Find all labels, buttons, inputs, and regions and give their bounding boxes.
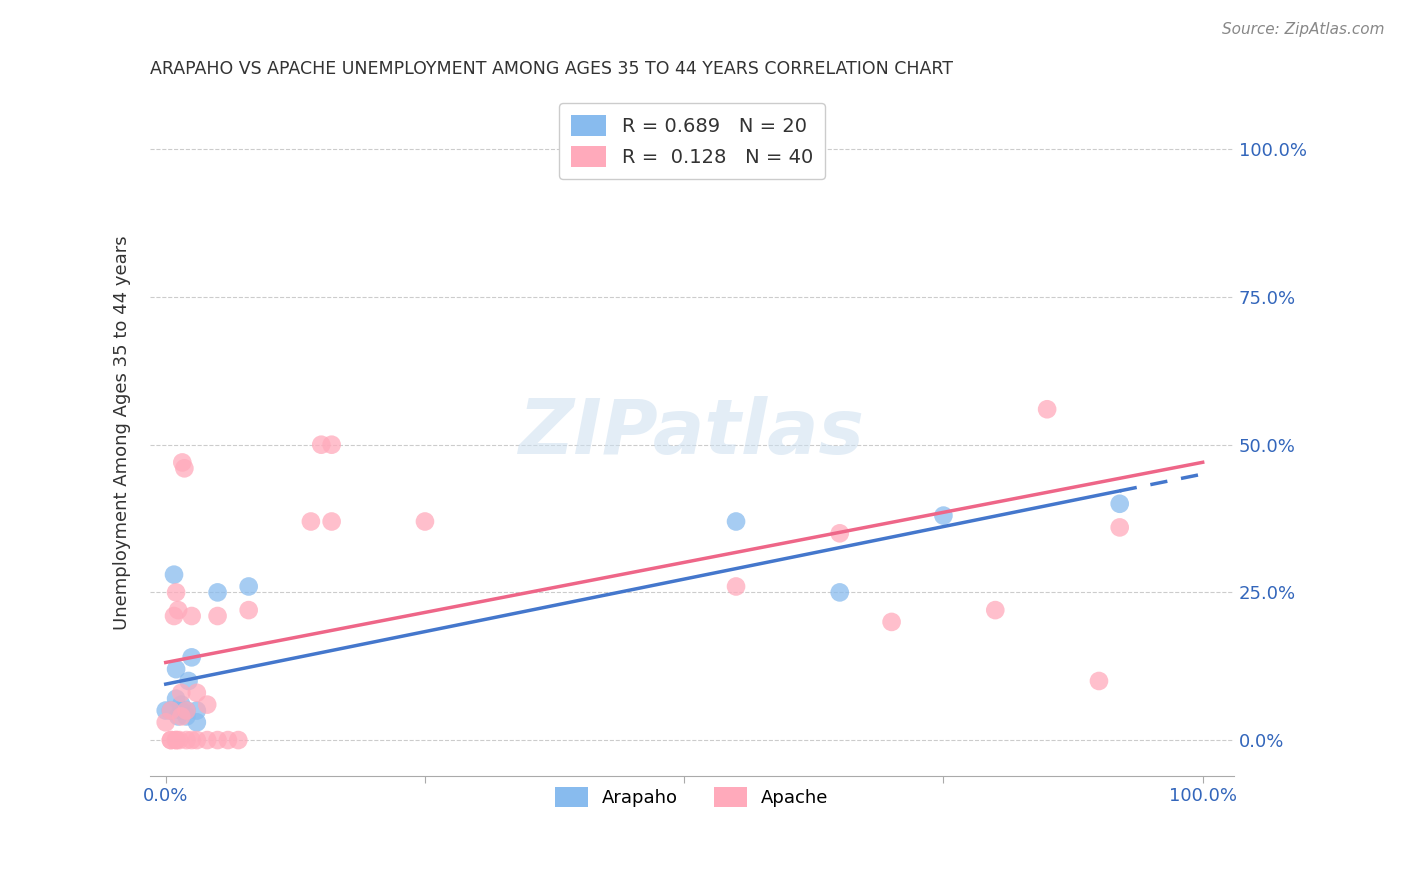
Point: [828, 585, 851, 599]
Point: [1108, 520, 1130, 534]
Point: [163, 567, 186, 582]
Point: [170, 709, 193, 723]
Text: ZIPatlas: ZIPatlas: [519, 396, 865, 470]
Point: [160, 733, 183, 747]
Point: [176, 704, 198, 718]
Point: [413, 515, 436, 529]
Point: [828, 526, 851, 541]
Text: ARAPAHO VS APACHE UNEMPLOYMENT AMONG AGES 35 TO 44 YEARS CORRELATION CHART: ARAPAHO VS APACHE UNEMPLOYMENT AMONG AGE…: [150, 60, 953, 78]
Point: [177, 673, 200, 688]
Point: [165, 691, 187, 706]
Point: [176, 709, 198, 723]
Point: [170, 704, 193, 718]
Point: [226, 733, 249, 747]
Point: [186, 715, 208, 730]
Y-axis label: Unemployment Among Ages 35 to 44 years: Unemployment Among Ages 35 to 44 years: [114, 235, 131, 631]
Point: [1036, 402, 1059, 417]
Point: [167, 709, 190, 723]
Point: [180, 733, 202, 747]
Point: [176, 704, 198, 718]
Point: [186, 733, 208, 747]
Point: [173, 461, 195, 475]
Point: [207, 609, 229, 624]
Point: [880, 615, 903, 629]
Point: [180, 609, 202, 624]
Point: [725, 579, 748, 593]
Point: [299, 515, 322, 529]
Point: [321, 438, 343, 452]
Point: [160, 704, 183, 718]
Point: [932, 508, 955, 523]
Point: [167, 603, 190, 617]
Point: [170, 686, 193, 700]
Point: [1088, 673, 1111, 688]
Point: [238, 579, 260, 593]
Point: [167, 733, 190, 747]
Point: [180, 650, 202, 665]
Legend: Arapaho, Apache: Arapaho, Apache: [548, 780, 837, 814]
Point: [195, 733, 218, 747]
Point: [160, 704, 183, 718]
Point: [321, 515, 343, 529]
Point: [176, 733, 198, 747]
Point: [207, 733, 229, 747]
Point: [165, 733, 187, 747]
Point: [186, 686, 208, 700]
Point: [238, 603, 260, 617]
Point: [165, 662, 187, 676]
Point: [172, 455, 194, 469]
Point: [160, 733, 183, 747]
Point: [984, 603, 1007, 617]
Point: [163, 609, 186, 624]
Point: [170, 698, 193, 712]
Point: [155, 704, 177, 718]
Text: Source: ZipAtlas.com: Source: ZipAtlas.com: [1222, 22, 1385, 37]
Point: [309, 438, 332, 452]
Point: [165, 733, 187, 747]
Point: [155, 715, 177, 730]
Point: [186, 704, 208, 718]
Point: [195, 698, 218, 712]
Point: [1108, 497, 1130, 511]
Point: [217, 733, 239, 747]
Point: [165, 585, 187, 599]
Point: [776, 142, 799, 156]
Point: [725, 515, 748, 529]
Point: [207, 585, 229, 599]
